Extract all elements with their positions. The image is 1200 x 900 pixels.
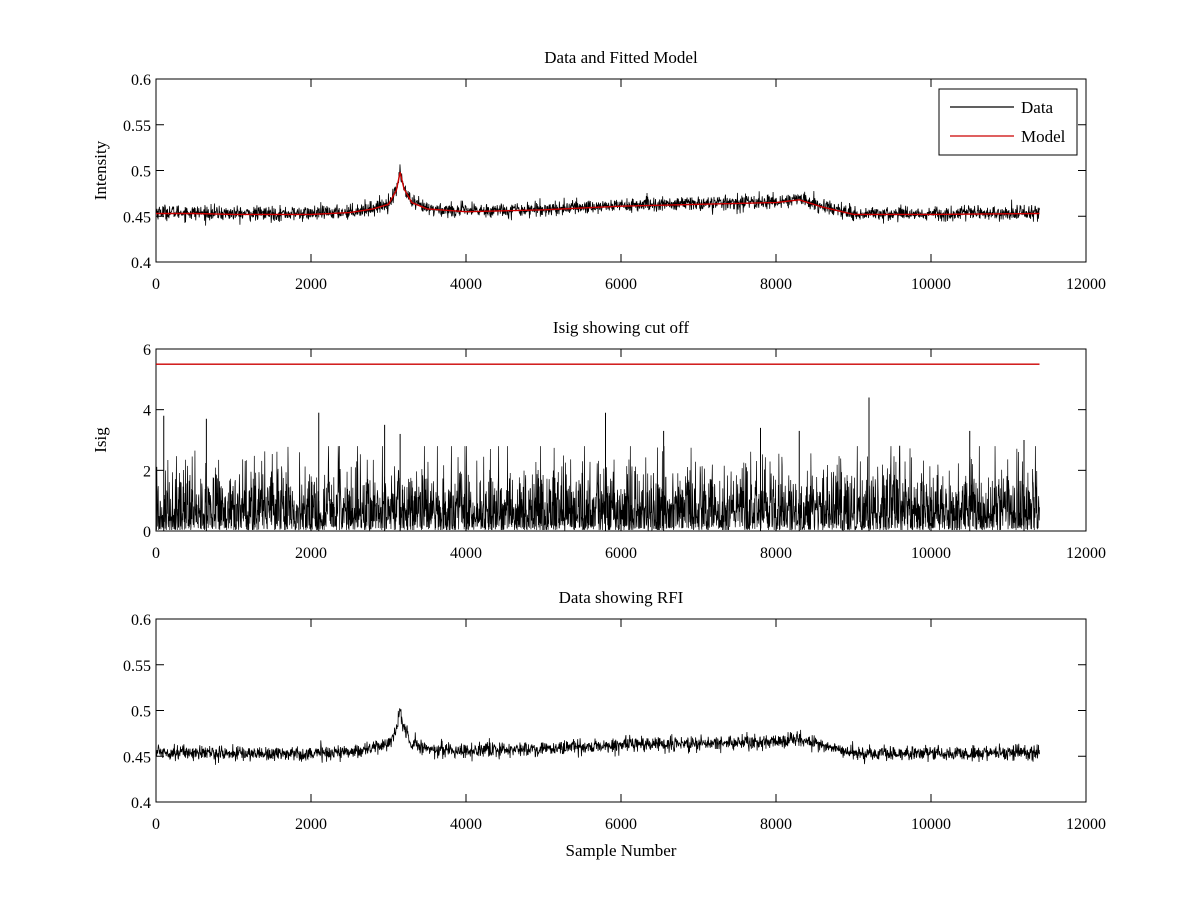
panels: 0 2000 4000 6000 8000 10000 120000.40.450.50.5… xyxy=(91,48,1106,860)
legend: Data Model xyxy=(938,88,1078,156)
y-tick-label: 0.45 xyxy=(123,749,151,766)
chart-panel-1: 0 2000 4000 6000 8000 10000 12000 0.4 0.45 0.5 0.5… xyxy=(91,48,1106,293)
y-axis-label: Isig xyxy=(91,427,110,453)
series-line-1 xyxy=(155,708,1040,765)
y-tick-label: 0.5 xyxy=(131,704,151,721)
chart-panel-3: 0 2000 4000 6000 8000 10000 12000 0.4 0.45 0.5 0.5… xyxy=(123,588,1106,860)
x-tick-label: 4000 xyxy=(450,816,482,833)
x-tick-label: 8000 xyxy=(760,816,792,833)
x-tick-label: 6000 xyxy=(605,545,637,562)
x-tick-label: 4000 xyxy=(450,276,482,293)
x-tick-label: 10000 xyxy=(911,276,951,293)
x-tick-label: 12000 xyxy=(1066,816,1106,833)
y-tick-label: 0.5 xyxy=(131,164,151,181)
y-tick-label: 2 xyxy=(143,463,151,480)
x-tick-label: 8000 xyxy=(760,545,792,562)
series-line-1 xyxy=(155,445,1040,532)
x-tick-label: 0 xyxy=(152,276,160,293)
y-tick-label: 0.4 xyxy=(131,795,151,812)
y-axis-label: Intensity xyxy=(91,140,110,200)
legend-label-model: Model xyxy=(1021,127,1066,146)
chart-title: Data and Fitted Model xyxy=(544,48,698,67)
y-tick-label: 4 xyxy=(143,403,151,420)
y-tick-label: 0 xyxy=(143,524,151,541)
x-tick-label: 2000 xyxy=(295,545,327,562)
y-tick-label: 0.4 xyxy=(131,255,151,272)
series-model xyxy=(156,172,1040,216)
y-tick-label: 0.6 xyxy=(131,72,151,89)
x-tick-label: 6000 xyxy=(605,816,637,833)
x-tick-label: 10000 xyxy=(911,545,951,562)
legend-box xyxy=(938,88,1078,156)
x-tick-label: 2000 xyxy=(295,276,327,293)
x-tick-label: 0 xyxy=(152,545,160,562)
y-tick-label: 0.6 xyxy=(131,612,151,629)
x-tick-label: 6000 xyxy=(605,276,637,293)
x-tick-label: 2000 xyxy=(295,816,327,833)
x-tick-label: 4000 xyxy=(450,545,482,562)
x-tick-label: 10000 xyxy=(911,816,951,833)
chart-title: Data showing RFI xyxy=(559,588,684,607)
y-tick-label: 0.55 xyxy=(123,658,151,675)
series-data xyxy=(155,164,1040,226)
chart-panel-2: 0 2000 4000 6000 8000 10000 12000 0 2 4 6 Isig show… xyxy=(91,318,1106,562)
x-tick-label: 12000 xyxy=(1066,545,1106,562)
legend-label-data: Data xyxy=(1021,98,1054,117)
chart-title: Isig showing cut off xyxy=(553,318,689,337)
y-tick-label: 0.55 xyxy=(123,118,151,135)
y-tick-label: 0.45 xyxy=(123,209,151,226)
x-axis-label: Sample Number xyxy=(566,841,677,860)
x-tick-label: 8000 xyxy=(760,276,792,293)
x-tick-label: 0 xyxy=(152,816,160,833)
x-tick-label: 12000 xyxy=(1066,276,1106,293)
y-tick-label: 6 xyxy=(143,342,151,359)
